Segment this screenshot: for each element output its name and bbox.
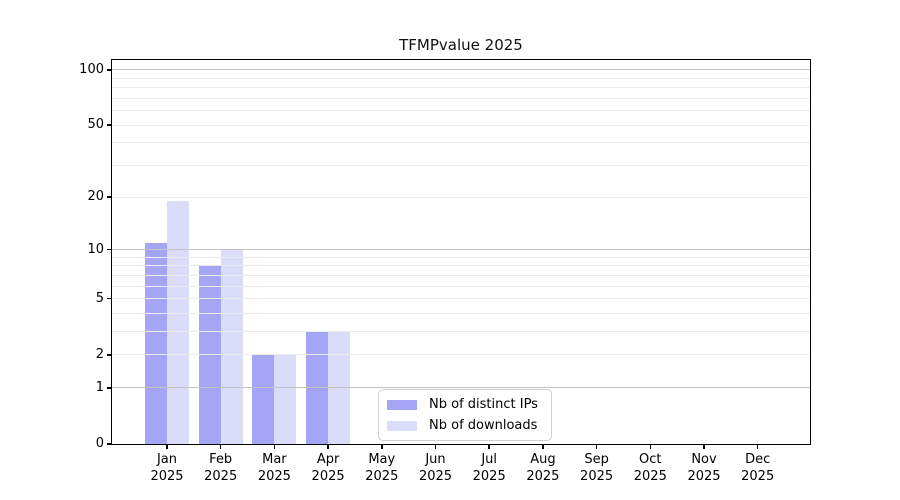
- x-tick: [595, 444, 598, 449]
- minor-gridline: [112, 354, 810, 356]
- x-tick-month: May: [368, 452, 396, 467]
- bar-downloads-feb: [220, 249, 243, 444]
- minor-gridline: [112, 256, 810, 258]
- y-tick-label: 100: [79, 61, 104, 77]
- x-tick-year: 2025: [311, 469, 345, 484]
- x-tick-year: 2025: [204, 469, 238, 484]
- x-tick-month: Jan: [156, 452, 178, 467]
- x-tick-month: Sep: [584, 452, 609, 467]
- major-gridline: [112, 69, 810, 71]
- legend-item-distinct-ips: Nb of distinct IPs: [387, 396, 538, 413]
- x-tick: [756, 444, 759, 449]
- y-tick: [107, 443, 112, 445]
- x-tick-month: Nov: [691, 452, 717, 467]
- x-tick-year: 2025: [257, 469, 291, 484]
- y-tick: [107, 387, 112, 389]
- x-tick-label: Jun 2025: [408, 451, 464, 485]
- minor-gridline: [112, 165, 810, 167]
- x-tick-month: Feb: [209, 452, 233, 467]
- minor-gridline: [112, 110, 810, 112]
- x-tick-label: Jul 2025: [461, 451, 517, 485]
- x-tick-year: 2025: [741, 469, 775, 484]
- x-tick-label: Jan 2025: [139, 451, 195, 485]
- y-tick-label: 10: [87, 241, 104, 257]
- x-tick: [219, 444, 222, 449]
- x-tick: [381, 444, 383, 449]
- x-tick-month: Oct: [639, 452, 662, 467]
- x-tick-month: Mar: [262, 452, 287, 467]
- y-tick-label: 20: [87, 189, 104, 205]
- x-tick-year: 2025: [472, 469, 506, 484]
- minor-gridline: [112, 77, 810, 79]
- legend-item-downloads: Nb of downloads: [387, 417, 538, 434]
- minor-gridline: [112, 124, 810, 126]
- y-tick-label: 50: [87, 117, 104, 133]
- minor-gridline: [112, 313, 810, 314]
- x-tick-label: Sep 2025: [569, 451, 625, 485]
- major-gridline: [112, 387, 810, 389]
- x-tick-year: 2025: [526, 469, 560, 484]
- x-tick-label: Nov 2025: [676, 451, 732, 485]
- x-tick-month: Aug: [530, 452, 556, 467]
- x-tick-label: Apr 2025: [300, 451, 356, 485]
- x-tick: [488, 444, 490, 449]
- minor-gridline: [112, 87, 810, 89]
- legend-swatch-downloads: [387, 420, 417, 431]
- major-gridline: [112, 249, 810, 251]
- x-tick-year: 2025: [580, 469, 614, 484]
- legend-label-distinct-ips: Nb of distinct IPs: [429, 397, 538, 412]
- y-tick-label: 5: [95, 290, 104, 306]
- plot-area: [111, 59, 811, 445]
- bar-downloads-jan: [167, 201, 189, 444]
- bar-downloads-mar: [274, 354, 297, 444]
- minor-gridline: [112, 274, 810, 276]
- x-tick: [703, 444, 705, 449]
- minor-gridline: [112, 97, 810, 99]
- y-tick: [107, 354, 112, 356]
- legend-label-downloads: Nb of downloads: [429, 418, 538, 433]
- x-tick-label: Mar 2025: [246, 451, 302, 485]
- y-tick-label: 0: [95, 436, 104, 451]
- x-tick: [434, 444, 437, 449]
- bar-distinct-ips-jan: [145, 242, 167, 444]
- minor-gridline: [112, 285, 810, 287]
- x-tick: [649, 444, 652, 449]
- x-tick: [542, 444, 544, 449]
- minor-gridline: [112, 196, 810, 198]
- x-tick-label: May 2025: [354, 451, 410, 485]
- y-tick: [107, 124, 112, 126]
- minor-gridline: [112, 331, 810, 333]
- x-tick: [273, 444, 276, 449]
- y-tick-label: 2: [95, 346, 104, 362]
- x-tick-year: 2025: [418, 469, 453, 484]
- minor-gridline: [112, 265, 810, 267]
- x-tick-year: 2025: [687, 469, 721, 484]
- y-tick-label: 1: [95, 379, 104, 395]
- bar-distinct-ips-mar: [252, 354, 275, 444]
- x-tick-month: Dec: [745, 452, 771, 467]
- x-tick-label: Dec 2025: [730, 451, 786, 485]
- x-tick: [166, 444, 168, 449]
- chart-title: TFMPvalue 2025: [399, 36, 523, 54]
- minor-gridline: [112, 298, 810, 300]
- x-tick-month: Jul: [481, 452, 498, 467]
- x-tick-month: Jun: [425, 452, 446, 467]
- minor-gridline: [112, 142, 810, 144]
- x-tick-year: 2025: [150, 469, 184, 484]
- y-tick: [107, 248, 112, 251]
- y-tick: [107, 69, 112, 71]
- x-tick-label: Aug 2025: [515, 451, 571, 485]
- x-tick-month: Apr: [316, 452, 340, 467]
- x-tick-label: Oct 2025: [622, 451, 678, 485]
- x-tick-label: Feb 2025: [193, 451, 249, 485]
- y-tick: [107, 297, 112, 300]
- x-tick-year: 2025: [633, 469, 667, 484]
- legend-swatch-distinct-ips: [387, 399, 417, 410]
- legend: Nb of distinct IPs Nb of downloads: [378, 389, 552, 441]
- x-tick: [327, 444, 329, 449]
- y-tick: [107, 196, 112, 198]
- x-tick-year: 2025: [365, 469, 399, 484]
